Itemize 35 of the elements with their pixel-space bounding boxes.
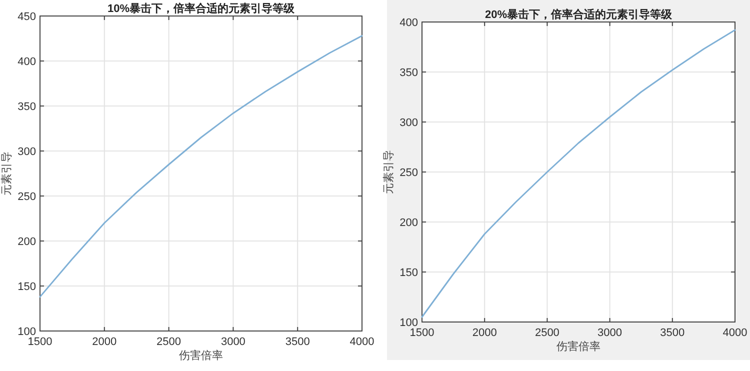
x-axis-title: 伤害倍率 bbox=[556, 340, 600, 353]
x-tick-label: 2500 bbox=[534, 327, 560, 339]
y-tick-label: 150 bbox=[18, 281, 36, 293]
x-tick-label: 1500 bbox=[28, 336, 52, 348]
x-tick-label: 1500 bbox=[410, 327, 434, 339]
y-tick-label: 350 bbox=[400, 67, 418, 79]
chart-title: 20%暴击下，倍率合适的元素引导等级 bbox=[484, 8, 673, 21]
x-tick-label: 4000 bbox=[350, 336, 374, 348]
y-tick-label: 400 bbox=[400, 17, 418, 29]
x-tick-label: 2000 bbox=[472, 327, 497, 339]
y-tick-label: 150 bbox=[400, 267, 418, 279]
x-tick-label: 2000 bbox=[92, 336, 117, 348]
y-tick-label: 200 bbox=[400, 217, 418, 229]
x-tick-label: 3500 bbox=[660, 327, 685, 339]
y-tick-label: 300 bbox=[18, 146, 36, 158]
y-tick-label: 450 bbox=[18, 11, 36, 23]
y-tick-label: 250 bbox=[18, 191, 36, 203]
y-tick-label: 350 bbox=[18, 101, 36, 113]
line-series bbox=[421, 29, 736, 318]
x-axis-title: 伤害倍率 bbox=[179, 349, 223, 362]
x-tick-label: 3500 bbox=[285, 336, 310, 348]
y-tick-label: 100 bbox=[18, 326, 36, 338]
y-tick-label: 400 bbox=[18, 56, 36, 68]
x-tick-label: 4000 bbox=[722, 327, 748, 339]
x-tick-label: 3000 bbox=[220, 336, 246, 348]
y-axis-title: 元素引导 bbox=[382, 150, 395, 194]
x-tick-label: 2500 bbox=[156, 336, 182, 348]
y-axis-title: 元素引导 bbox=[0, 152, 13, 196]
y-tick-label: 200 bbox=[18, 236, 36, 248]
y-tick-label: 300 bbox=[400, 117, 418, 129]
y-tick-label: 250 bbox=[400, 167, 418, 179]
line-series bbox=[39, 35, 363, 298]
chart-title: 10%暴击下，倍率合适的元素引导等级 bbox=[107, 2, 296, 15]
x-tick-label: 3000 bbox=[598, 327, 622, 339]
y-tick-label: 100 bbox=[400, 317, 418, 329]
